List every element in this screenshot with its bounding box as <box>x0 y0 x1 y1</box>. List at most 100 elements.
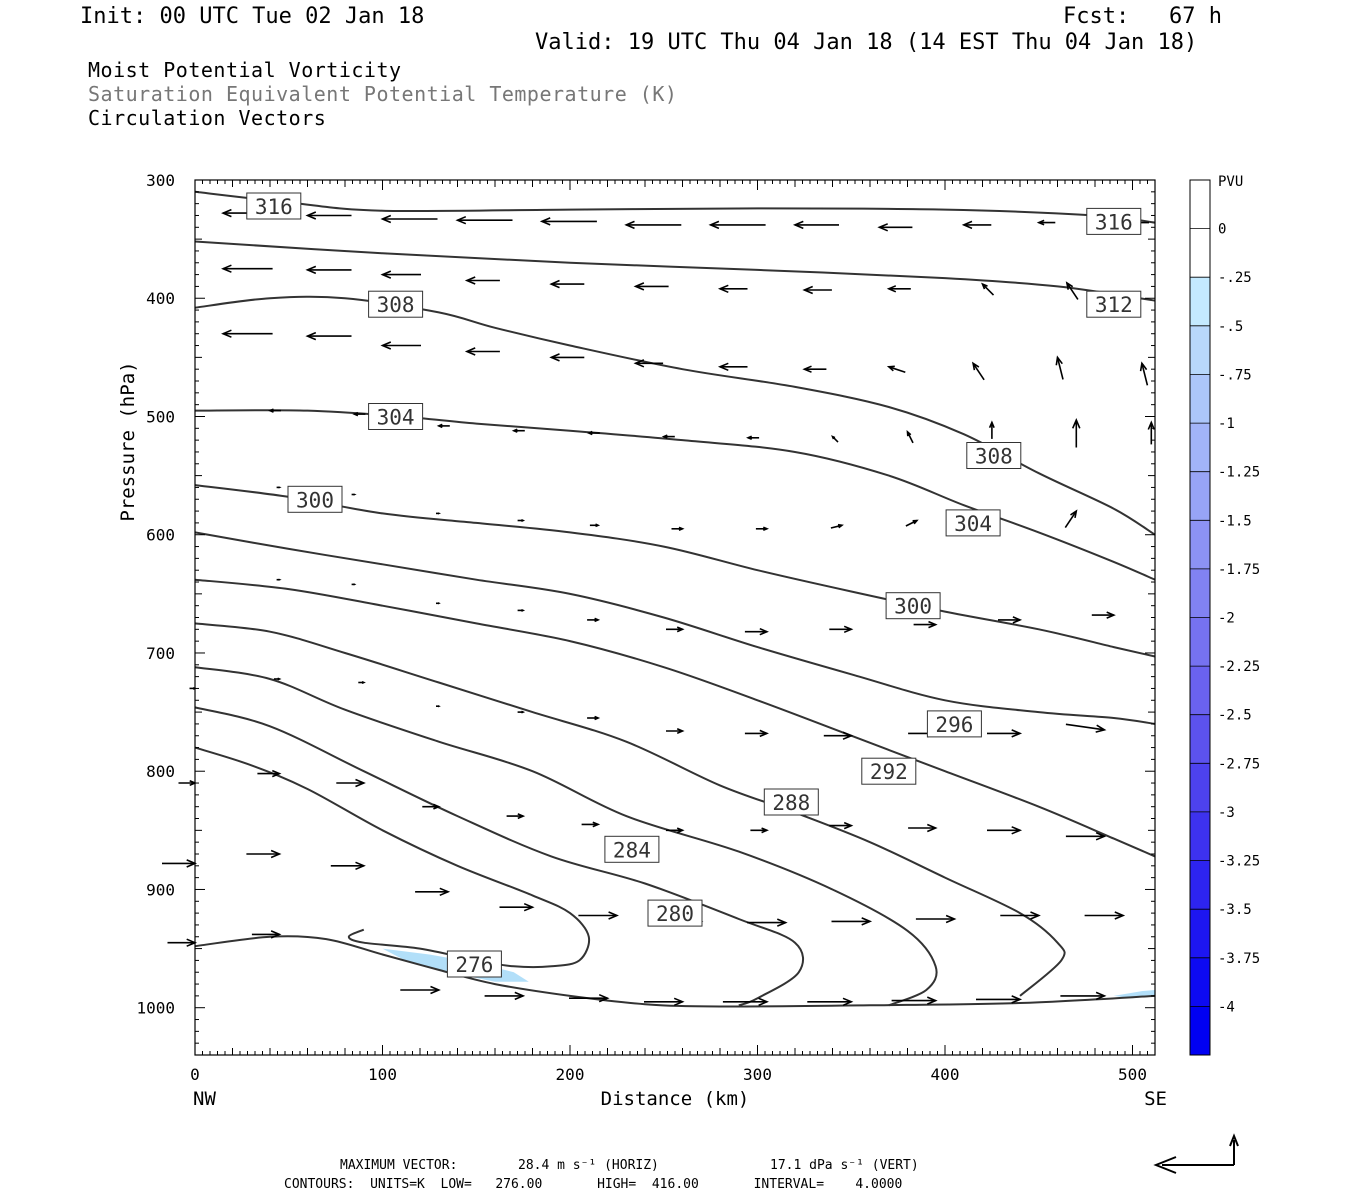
y-tick-label: 400 <box>146 289 175 308</box>
circulation-vector <box>744 627 769 636</box>
vector-head <box>912 519 919 525</box>
vector-head <box>433 803 441 810</box>
contour-label: 304 <box>368 403 424 430</box>
circulation-vector <box>722 997 769 1007</box>
vector-shaft <box>1066 282 1079 300</box>
circulation-vector <box>380 341 421 350</box>
contour-label-text: 288 <box>772 791 810 815</box>
circulation-vector <box>891 996 938 1005</box>
vector-head <box>353 583 357 586</box>
vector-head <box>802 365 812 373</box>
contour-label-box <box>861 757 917 785</box>
field-title-vectors: Circulation Vectors <box>88 106 327 130</box>
theta-es-contour-272 <box>194 935 1156 1008</box>
colorbar-label: -2.75 <box>1218 756 1260 772</box>
circulation-vector <box>1065 723 1107 733</box>
vector-head <box>802 285 814 295</box>
vector-shaft <box>981 283 995 296</box>
contour-label: 312 <box>1086 290 1142 318</box>
theta-es-contour-280 <box>194 706 804 1007</box>
vector-head <box>355 861 366 871</box>
contour-label-box <box>604 835 660 863</box>
reference-vector-icon <box>1153 1133 1239 1174</box>
y-tick-label: 700 <box>146 644 175 663</box>
circulation-vector <box>998 616 1023 624</box>
contour-label-text: 284 <box>613 838 651 862</box>
contour-label-text: 312 <box>1095 293 1133 317</box>
vector-head <box>861 917 873 926</box>
vector-head <box>380 341 392 350</box>
colorbar-swatch <box>1190 763 1210 813</box>
circulation-vector <box>517 519 526 523</box>
circulation-vector <box>1064 509 1078 529</box>
vector-head <box>988 420 995 429</box>
vector-shaft <box>1064 510 1077 529</box>
contour-label-box <box>1086 290 1142 318</box>
vector-head <box>353 493 357 496</box>
contour-label: 284 <box>604 835 660 863</box>
vector-head <box>355 778 366 788</box>
colorbar-label: 0 <box>1218 222 1226 238</box>
vector-head <box>676 626 685 633</box>
circulation-vector <box>987 826 1023 835</box>
circulation-vector <box>246 849 282 859</box>
contour-label: 308 <box>368 290 424 318</box>
vector-head <box>278 578 282 581</box>
x-end-label-nw: NW <box>193 1088 216 1110</box>
y-tick-label: 300 <box>146 171 175 190</box>
vector-head <box>837 523 844 529</box>
contour-label: 300 <box>885 592 941 620</box>
colorbar-label: -2.5 <box>1218 708 1252 724</box>
contour-label-box <box>368 290 424 318</box>
y-tick-label: 1000 <box>136 999 175 1018</box>
vector-head <box>1055 355 1063 366</box>
contour-label-box <box>945 509 1001 537</box>
vector-head <box>270 849 282 859</box>
circulation-vector <box>877 223 913 232</box>
circulation-vector <box>831 917 873 926</box>
circulation-vector <box>549 353 585 362</box>
vector-head <box>971 361 980 371</box>
circulation-vector <box>802 365 827 373</box>
vector-head <box>517 813 526 820</box>
vector-head <box>521 710 526 714</box>
vector-shaft <box>972 362 985 381</box>
max-vector-vertical: 17.1 dPa s⁻¹ (VERT) <box>770 1158 919 1173</box>
vector-head <box>1147 420 1155 430</box>
circulation-vector <box>276 578 282 581</box>
theta-es-contour-316 <box>194 190 1156 224</box>
circulation-vector <box>671 526 685 532</box>
circulation-vector <box>506 813 526 820</box>
circulation-vector <box>905 519 919 527</box>
circulation-vector <box>1060 991 1107 1001</box>
contour-label-box <box>966 442 1022 469</box>
vector-head <box>1071 417 1081 429</box>
valid-time: Valid: 19 UTC Thu 04 Jan 18 (14 EST Thu … <box>535 30 1198 55</box>
circulation-vector <box>511 428 525 433</box>
colorbar-swatch <box>1190 860 1210 910</box>
x-axis-title: Distance (km) <box>601 1088 750 1110</box>
vector-head <box>633 282 645 291</box>
vector-head <box>594 617 601 623</box>
circulation-vector <box>484 991 526 1001</box>
colorbar-swatch <box>1190 811 1210 861</box>
vector-head <box>437 512 442 515</box>
circulation-vector <box>436 705 441 708</box>
vector-head <box>1065 281 1074 290</box>
circulation-vector <box>708 220 766 230</box>
max-vector-label: MAXIMUM VECTOR: <box>340 1158 458 1173</box>
vector-head <box>380 270 392 279</box>
contour-label-text: 316 <box>255 195 293 219</box>
vector-head <box>762 526 769 532</box>
vector-head <box>464 276 476 285</box>
circulation-vector <box>464 347 500 356</box>
colorbar-swatch <box>1190 957 1210 1007</box>
circulation-vector <box>1084 911 1126 920</box>
vector-head <box>380 214 392 224</box>
circulation-vector <box>1055 355 1064 380</box>
vector-head <box>221 329 232 338</box>
vector-head <box>549 353 560 362</box>
colorbar-swatch <box>1190 666 1210 716</box>
circulation-vector <box>499 902 535 912</box>
contour-label-box <box>287 485 343 513</box>
